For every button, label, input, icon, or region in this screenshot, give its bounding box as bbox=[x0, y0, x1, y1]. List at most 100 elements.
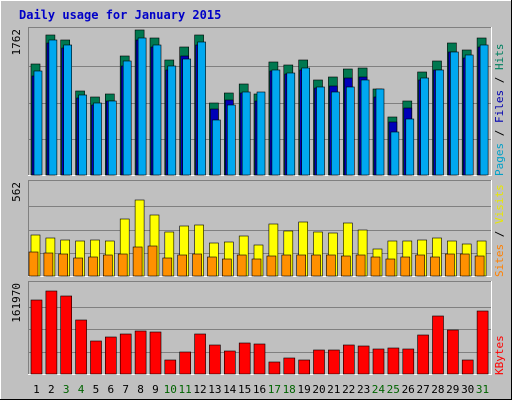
bar-pages-day-4 bbox=[78, 94, 87, 176]
bar-pages-day-2 bbox=[48, 39, 58, 176]
legend-entry: / bbox=[493, 224, 506, 244]
bar-sites-day-15 bbox=[236, 254, 247, 277]
day-label-10: 10 bbox=[164, 383, 177, 396]
bar-sites-day-20 bbox=[311, 254, 321, 277]
day-label-7: 7 bbox=[122, 383, 129, 396]
bar-pages-day-7 bbox=[122, 60, 132, 176]
bar-sites-day-13 bbox=[207, 256, 217, 277]
bar-pages-day-22 bbox=[345, 86, 355, 176]
legend-entry: Pages bbox=[493, 143, 506, 176]
bar-pages-day-14 bbox=[227, 104, 236, 176]
bar-kbytes-day-7 bbox=[119, 333, 132, 375]
bar-kbytes-day-18 bbox=[283, 357, 296, 375]
bar-pages-day-17 bbox=[271, 69, 281, 176]
bar-kbytes-day-23 bbox=[357, 345, 370, 375]
bar-sites-day-5 bbox=[88, 256, 98, 277]
day-label-18: 18 bbox=[283, 383, 296, 396]
bar-kbytes-day-24 bbox=[372, 348, 385, 375]
bar-sites-day-6 bbox=[103, 254, 113, 277]
bar-sites-day-24 bbox=[370, 256, 381, 277]
bar-sites-day-27 bbox=[415, 254, 425, 277]
panel-3: 161970 KBytes bbox=[10, 281, 506, 375]
day-label-20: 20 bbox=[312, 383, 325, 396]
bar-kbytes-day-19 bbox=[298, 359, 311, 375]
day-label-4: 4 bbox=[78, 383, 85, 396]
panel-2-legend: Sites / Visits bbox=[493, 184, 506, 277]
bar-kbytes-day-28 bbox=[432, 315, 444, 375]
bar-pages-day-15 bbox=[241, 91, 251, 176]
chart-title: Daily usage for January 2015 bbox=[19, 8, 221, 22]
chart-panels: 1762 Pages / Files / Hits 562 Sites / Visit… bbox=[10, 27, 506, 375]
day-label-19: 19 bbox=[297, 383, 310, 396]
bar-sites-day-1 bbox=[28, 251, 39, 277]
day-label-12: 12 bbox=[193, 383, 206, 396]
panel-3-legend: KBytes bbox=[493, 335, 506, 375]
day-label-29: 29 bbox=[446, 383, 459, 396]
bar-sites-day-25 bbox=[385, 258, 396, 277]
day-label-2: 2 bbox=[48, 383, 55, 396]
bar-kbytes-day-3 bbox=[60, 295, 73, 375]
bar-pages-day-21 bbox=[331, 91, 340, 176]
panel-1-legend: Pages / Files / Hits bbox=[493, 44, 506, 177]
panel-1: 1762 Pages / Files / Hits bbox=[10, 27, 506, 176]
bar-kbytes-day-14 bbox=[224, 350, 236, 375]
bar-sites-day-8 bbox=[132, 246, 143, 277]
bar-pages-day-27 bbox=[420, 77, 429, 176]
day-label-8: 8 bbox=[137, 383, 144, 396]
legend-entry: Files bbox=[493, 90, 506, 123]
bar-pages-day-5 bbox=[93, 102, 102, 176]
day-label-31: 31 bbox=[476, 383, 489, 396]
bar-pages-day-9 bbox=[152, 44, 162, 176]
bar-sites-day-12 bbox=[192, 253, 202, 277]
bar-pages-day-12 bbox=[197, 41, 206, 176]
panel-1-ymax-label: 1762 bbox=[10, 29, 23, 56]
bar-kbytes-day-11 bbox=[179, 351, 191, 375]
bar-pages-day-30 bbox=[464, 54, 474, 176]
legend-entry: / bbox=[493, 123, 506, 143]
legend-entry: / bbox=[493, 70, 506, 90]
bar-pages-day-1 bbox=[33, 70, 43, 176]
bar-kbytes-day-4 bbox=[75, 319, 87, 375]
bar-sites-day-11 bbox=[177, 254, 187, 277]
bar-kbytes-day-16 bbox=[253, 343, 266, 375]
bar-pages-day-31 bbox=[479, 44, 489, 176]
bar-kbytes-day-8 bbox=[134, 330, 147, 375]
bar-pages-day-29 bbox=[450, 51, 459, 176]
day-label-21: 21 bbox=[327, 383, 340, 396]
day-label-9: 9 bbox=[152, 383, 159, 396]
day-label-15: 15 bbox=[238, 383, 251, 396]
bar-pages-day-20 bbox=[316, 86, 325, 176]
bar-pages-day-28 bbox=[435, 69, 444, 176]
bar-sites-day-29 bbox=[445, 253, 455, 277]
bar-kbytes-day-9 bbox=[149, 331, 162, 375]
bar-kbytes-day-5 bbox=[90, 340, 102, 375]
bar-pages-day-24 bbox=[375, 88, 385, 176]
bar-pages-day-6 bbox=[108, 100, 117, 176]
bar-kbytes-day-29 bbox=[447, 329, 459, 375]
bar-pages-day-8 bbox=[137, 37, 147, 176]
bar-pages-day-25 bbox=[390, 131, 400, 176]
day-label-25: 25 bbox=[387, 383, 400, 396]
bar-sites-day-22 bbox=[340, 255, 351, 277]
bar-kbytes-day-22 bbox=[342, 344, 355, 375]
bar-sites-day-3 bbox=[58, 253, 69, 277]
bar-kbytes-day-12 bbox=[194, 333, 206, 375]
bar-kbytes-day-15 bbox=[238, 342, 251, 375]
day-label-6: 6 bbox=[107, 383, 114, 396]
legend-entry: Hits bbox=[493, 44, 506, 71]
day-label-26: 26 bbox=[402, 383, 415, 396]
bar-kbytes-day-1 bbox=[30, 299, 43, 375]
legend-entry: Sites bbox=[493, 244, 506, 277]
panel-2-ymax-label: 562 bbox=[10, 182, 23, 202]
bar-sites-day-2 bbox=[43, 252, 54, 277]
day-label-3: 3 bbox=[63, 383, 70, 396]
bar-kbytes-day-20 bbox=[313, 349, 325, 375]
bar-pages-day-10 bbox=[167, 65, 177, 176]
bar-kbytes-day-13 bbox=[209, 344, 221, 375]
day-label-23: 23 bbox=[357, 383, 370, 396]
bar-pages-day-18 bbox=[286, 72, 296, 176]
bar-sites-day-7 bbox=[117, 253, 128, 277]
day-label-11: 11 bbox=[178, 383, 191, 396]
bar-kbytes-day-10 bbox=[164, 359, 177, 375]
